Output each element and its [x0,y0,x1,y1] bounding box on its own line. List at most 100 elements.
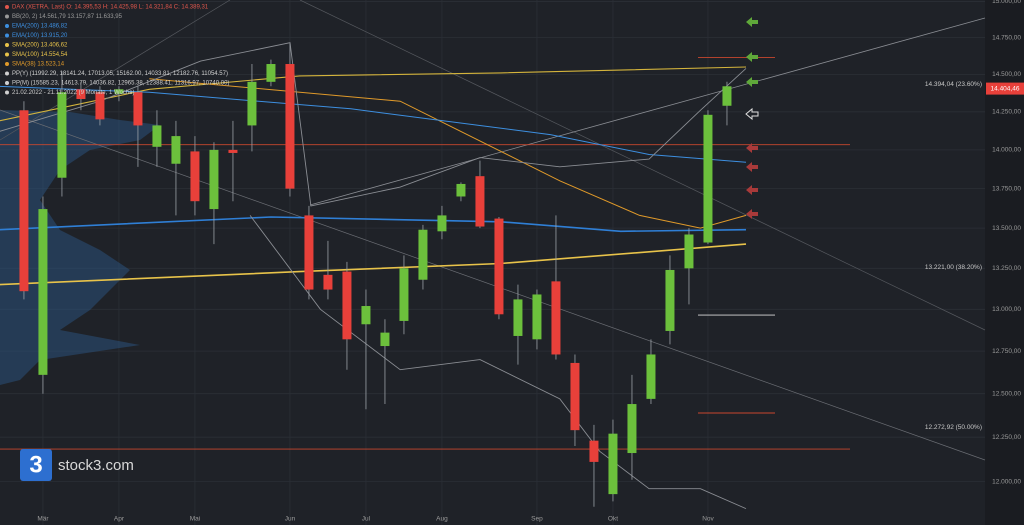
legend-entry: EMA(200) 13.486,82 [12,24,68,30]
candle-body [589,440,599,462]
y-tick-label: 14.500,00 [992,71,1021,78]
y-tick-label: 13.250,00 [992,265,1021,272]
y-tick-label: 14.750,00 [992,34,1021,41]
candle-body [190,151,200,202]
candle-body [323,274,333,290]
fib-label: 13.221,00 (38.20%) [925,264,982,271]
arrow [746,143,758,153]
x-tick-label: Apr [114,516,125,523]
legend-dot [5,24,9,28]
candle-body [532,294,542,340]
candle-body [76,89,86,99]
arrow [746,77,758,87]
axis-panel [985,0,1024,525]
y-tick-label: 12.000,00 [992,478,1021,485]
last-price-label: 14.404,46 [991,85,1020,92]
candle-body [285,64,295,189]
logo-text: stock3.com [58,457,134,474]
legend-entry: DAX (XETRA, Last) O: 14.395,53 H: 14.425… [12,5,209,11]
candle-body [133,92,143,126]
legend-dot [5,62,9,66]
logo-icon [20,449,52,481]
candle-body [551,281,561,355]
indicator-line [0,42,747,207]
legend: DAX (XETRA, Last) O: 14.395,53 H: 14.425… [5,5,229,96]
legend-entry: SMA(100) 14.554,54 [12,52,68,58]
candle-body [228,149,238,153]
candle-body [209,149,219,210]
legend-entry: 21.02.2022 - 21.11.2022 (9 Monate, 1 Woc… [12,90,135,96]
legend-dot [5,90,9,95]
last-price-tag [986,82,1024,95]
arrow [746,52,758,62]
signal-arrows [745,17,759,219]
legend-entry: BB(20, 2) 14.561,79 13.157,87 11.633,95 [12,14,123,20]
fib-label: 12.272,92 (50.00%) [925,424,982,431]
x-tick-label: Mär [37,516,49,523]
x-tick-label: Mai [190,516,200,523]
candle-body [494,218,504,315]
candle-body [608,433,618,495]
axes: 15.000,00 14.750,00 14.500,00 14.250,00 14.0… [37,0,1024,523]
legend-dot [5,43,9,47]
candle-body [684,234,694,269]
candle-body [38,209,48,375]
y-tick-label: 13.000,00 [992,306,1021,313]
candle-body [475,176,485,227]
trend-line [0,109,986,461]
y-tick-label: 13.750,00 [992,185,1021,192]
candle-body [399,268,409,321]
x-tick-label: Nov [702,516,714,523]
indicator-line [0,243,747,286]
y-tick-label: 12.250,00 [992,434,1021,441]
x-tick-label: Sep [531,516,543,523]
y-tick-label: 15.000,00 [992,0,1021,5]
legend-dot [5,71,9,76]
candle-body [342,271,352,340]
candle-body [380,332,390,347]
candle-body [304,215,314,290]
fib-label: 14.394,04 (23.60%) [925,81,982,88]
legend-entry: PP(Y) (11992.29, 18141.24, 17013.05, 151… [12,71,228,77]
logo-mark: 3 [29,451,42,478]
candle-body [646,354,656,399]
candles [19,43,732,507]
candle-body [513,299,523,336]
arrow [746,17,758,27]
trend-line [0,0,231,141]
legend-entry: PP(M) (15585.23, 14613.79, 14036.82, 129… [12,81,229,87]
candle-body [437,215,447,232]
candle-body [722,86,732,106]
y-tick-label: 14.250,00 [992,109,1021,116]
trend-line [309,17,986,206]
arrow [746,209,758,219]
legend-dot [5,14,9,19]
candle-body [95,92,105,120]
arrow [746,162,758,172]
legend-entry: EMA(100) 13.915,20 [12,33,68,39]
legend-dot [5,5,9,9]
trend-line [299,0,986,331]
candle-body [152,125,162,147]
candle-body [114,89,124,94]
candle-body [665,269,675,331]
legend-dot [5,81,9,85]
candle-body [570,362,580,431]
legend-dot [5,52,9,57]
candle-body [627,404,637,454]
y-tick-label: 12.500,00 [992,390,1021,397]
logo: 3 stock3.com [20,449,134,481]
y-tick-label: 12.750,00 [992,348,1021,355]
x-tick-label: Jun [285,516,296,523]
candle-body [418,229,428,280]
x-tick-label: Aug [436,516,448,523]
candle-body [171,136,181,164]
legend-entry: SMA(200) 13.406,62 [12,43,68,49]
arrow [745,107,759,121]
y-tick-label: 13.500,00 [992,225,1021,232]
grid [0,0,985,525]
legend-entry: SMA(38) 13.523,14 [12,62,65,68]
y-tick-label: 14.000,00 [992,147,1021,154]
candle-body [361,306,371,325]
